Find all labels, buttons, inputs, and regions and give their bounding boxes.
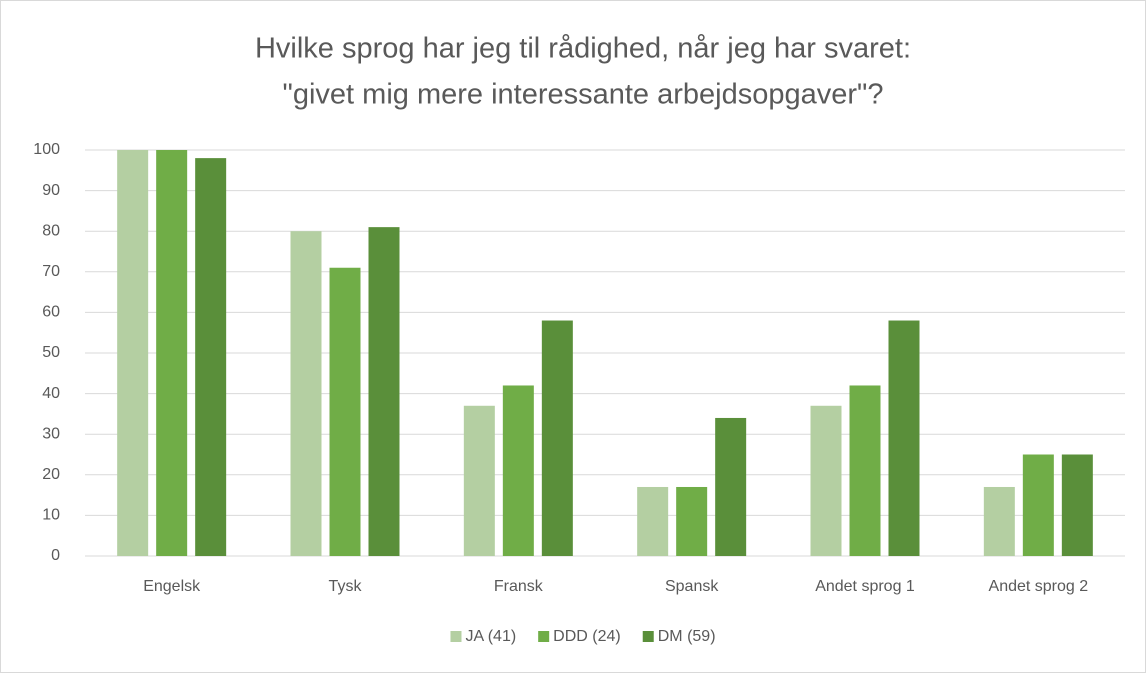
bar bbox=[368, 227, 400, 556]
bar bbox=[156, 150, 188, 556]
bar bbox=[541, 320, 573, 556]
y-tick-label: 20 bbox=[42, 466, 60, 483]
y-tick-label: 40 bbox=[42, 385, 60, 402]
x-tick-label: Spansk bbox=[665, 578, 719, 595]
bar bbox=[983, 486, 1015, 556]
legend-swatch bbox=[642, 631, 654, 642]
legend-label: DDD (24) bbox=[553, 628, 621, 645]
x-tick-label: Fransk bbox=[494, 578, 544, 595]
bar bbox=[1022, 454, 1054, 556]
x-tick-label: Andet sprog 2 bbox=[989, 578, 1089, 595]
x-tick-label: Tysk bbox=[329, 578, 363, 595]
bar bbox=[502, 385, 534, 556]
bar bbox=[195, 158, 227, 556]
bar bbox=[810, 405, 842, 556]
legend-swatch bbox=[450, 631, 462, 642]
bar bbox=[637, 486, 669, 556]
y-tick-label: 80 bbox=[42, 222, 60, 239]
chart-title: Hvilke sprog har jeg til rådighed, når j… bbox=[255, 33, 911, 65]
x-tick-label: Andet sprog 1 bbox=[815, 578, 915, 595]
legend-swatch bbox=[538, 631, 550, 642]
y-tick-label: 60 bbox=[42, 304, 60, 321]
y-tick-label: 30 bbox=[42, 425, 60, 442]
bar bbox=[1061, 454, 1093, 556]
bar bbox=[888, 320, 920, 556]
bar bbox=[290, 231, 322, 556]
bar bbox=[463, 405, 495, 556]
bar bbox=[849, 385, 881, 556]
bar bbox=[117, 150, 149, 556]
y-tick-label: 0 bbox=[51, 547, 60, 564]
y-tick-label: 100 bbox=[33, 141, 60, 158]
legend-label: DM (59) bbox=[658, 628, 716, 645]
bar bbox=[329, 267, 361, 556]
legend-label: JA (41) bbox=[465, 628, 516, 645]
y-tick-label: 90 bbox=[42, 182, 60, 199]
y-tick-label: 70 bbox=[42, 263, 60, 280]
bar bbox=[676, 486, 708, 556]
chart-title: "givet mig mere interessante arbejdsopga… bbox=[283, 79, 884, 111]
x-tick-label: Engelsk bbox=[143, 578, 201, 595]
y-tick-label: 10 bbox=[42, 507, 60, 524]
y-tick-label: 50 bbox=[42, 344, 60, 361]
bar bbox=[715, 417, 747, 556]
